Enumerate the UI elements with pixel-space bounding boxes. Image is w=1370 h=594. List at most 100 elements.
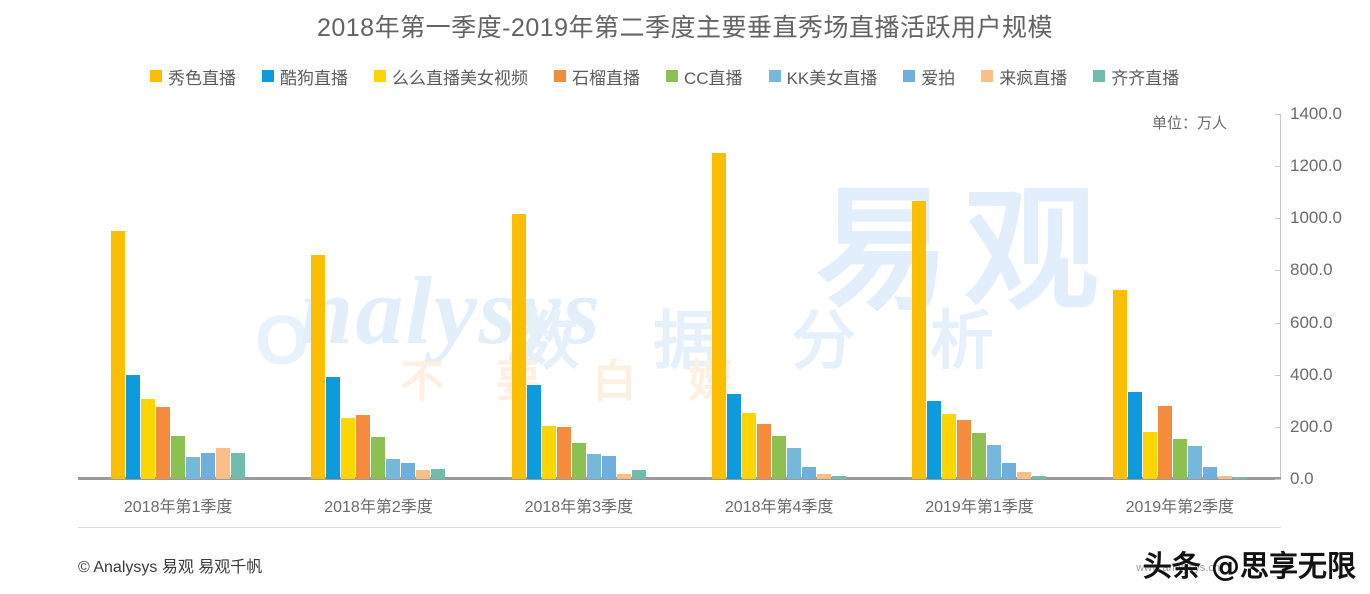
bar[interactable] bbox=[556, 426, 571, 479]
x-axis-tick-label: 2018年第4季度 bbox=[724, 499, 834, 516]
bar[interactable] bbox=[787, 447, 802, 479]
bar[interactable] bbox=[1002, 463, 1017, 479]
bar[interactable] bbox=[326, 377, 341, 479]
bar[interactable] bbox=[1157, 406, 1172, 479]
legend-item[interactable]: 来疯直播 bbox=[981, 64, 1067, 89]
bar[interactable] bbox=[817, 474, 832, 479]
x-axis-tick-label: 2018年第1季度 bbox=[123, 499, 233, 516]
bar[interactable] bbox=[1232, 476, 1247, 479]
bar[interactable] bbox=[186, 456, 201, 479]
bar[interactable] bbox=[1217, 475, 1232, 479]
legend-item[interactable]: 石榴直播 bbox=[554, 64, 640, 89]
legend-item-label: 石榴直播 bbox=[572, 68, 640, 88]
bar[interactable] bbox=[511, 214, 526, 479]
bar[interactable] bbox=[201, 452, 216, 479]
bar[interactable] bbox=[1202, 467, 1217, 479]
y-axis-tick bbox=[1275, 114, 1281, 115]
legend-item-label: 秀色直播 bbox=[168, 68, 236, 88]
bar[interactable] bbox=[1127, 391, 1142, 479]
bar[interactable] bbox=[356, 415, 371, 479]
y-axis-tick-label: 200.0 bbox=[1290, 416, 1333, 436]
bar[interactable] bbox=[171, 435, 186, 479]
y-axis-tick bbox=[1275, 374, 1281, 376]
bar[interactable] bbox=[987, 445, 1002, 479]
legend-item-label: CC直播 bbox=[684, 68, 743, 88]
bar[interactable] bbox=[912, 201, 927, 479]
bar[interactable] bbox=[111, 231, 126, 479]
bar[interactable] bbox=[1172, 438, 1187, 479]
bar-group bbox=[78, 114, 278, 479]
bar[interactable] bbox=[526, 385, 541, 479]
unit-label: 单位：万人 bbox=[1152, 115, 1228, 132]
bar[interactable] bbox=[541, 425, 556, 479]
bar[interactable] bbox=[431, 468, 446, 479]
x-axis-tick-label: 2018年第2季度 bbox=[324, 499, 433, 516]
legend-item-label: 爱拍 bbox=[921, 68, 956, 88]
legend-swatch-icon bbox=[768, 70, 781, 82]
bar[interactable] bbox=[772, 435, 787, 479]
legend-item-label: 来疯直播 bbox=[999, 68, 1068, 88]
legend-item[interactable]: 爱拍 bbox=[903, 64, 955, 89]
legend-item[interactable]: 秀色直播 bbox=[150, 64, 236, 89]
bar[interactable] bbox=[216, 447, 231, 479]
bar[interactable] bbox=[972, 433, 987, 479]
bar[interactable] bbox=[757, 424, 772, 479]
y-axis-tick bbox=[1275, 166, 1281, 168]
bar[interactable] bbox=[927, 400, 942, 479]
plot-area bbox=[78, 114, 1280, 479]
legend-swatch-icon bbox=[374, 70, 386, 82]
bar[interactable] bbox=[156, 407, 171, 479]
y-axis-tick-label: 800.0 bbox=[1290, 260, 1333, 280]
bar-group bbox=[679, 114, 879, 479]
bar[interactable] bbox=[416, 469, 431, 479]
y-axis-tick-label: 1400.0 bbox=[1290, 104, 1342, 123]
bar[interactable] bbox=[141, 399, 156, 479]
bar[interactable] bbox=[401, 463, 416, 479]
bar[interactable] bbox=[957, 420, 972, 479]
bar[interactable] bbox=[1032, 476, 1047, 479]
x-axis-tick-label: 2018年第3季度 bbox=[524, 499, 634, 516]
y-axis-tick-label: 1200.0 bbox=[1290, 156, 1342, 176]
footer-divider bbox=[78, 527, 1281, 528]
y-axis-tick-label: 400.0 bbox=[1290, 364, 1333, 384]
bar[interactable] bbox=[942, 413, 957, 479]
bar[interactable] bbox=[802, 467, 817, 479]
y-axis-tick bbox=[1275, 270, 1281, 272]
bar[interactable] bbox=[371, 437, 386, 479]
legend-item[interactable]: KK美女直播 bbox=[768, 64, 877, 89]
bar[interactable] bbox=[586, 454, 601, 479]
chart-legend: 秀色直播 酷狗直播 么么直播美女视频 石榴直播 CC直播 KK美女直播 爱拍 来疯直播 齐齐直播 bbox=[150, 63, 1360, 89]
x-axis-line bbox=[78, 477, 1281, 480]
bar[interactable] bbox=[1187, 446, 1202, 479]
bar[interactable] bbox=[571, 442, 586, 479]
page-title: 2018年第一季度-2019年第二季度主要垂直秀场直播活跃用户规模 bbox=[316, 14, 1054, 42]
bar[interactable] bbox=[341, 417, 356, 479]
y-axis-tick bbox=[1275, 426, 1281, 428]
bar[interactable] bbox=[631, 469, 646, 479]
legend-item[interactable]: 么么直播美女视频 bbox=[374, 64, 528, 89]
legend-swatch-icon bbox=[666, 70, 678, 82]
legend-item-label: 么么直播美女视频 bbox=[392, 68, 528, 88]
bar[interactable] bbox=[231, 452, 246, 479]
bar-group bbox=[879, 114, 1079, 479]
bar[interactable] bbox=[1112, 289, 1127, 479]
legend-item[interactable]: 齐齐直播 bbox=[1093, 64, 1179, 89]
bar[interactable] bbox=[126, 374, 141, 479]
bar[interactable] bbox=[386, 459, 401, 479]
bar[interactable] bbox=[712, 153, 727, 479]
bar[interactable] bbox=[727, 394, 742, 479]
bar-group bbox=[479, 114, 679, 479]
y-axis-tick bbox=[1275, 322, 1281, 324]
bar[interactable] bbox=[311, 254, 326, 479]
bar[interactable] bbox=[1142, 432, 1157, 479]
bar[interactable] bbox=[742, 412, 757, 479]
bar[interactable] bbox=[1017, 472, 1032, 479]
y-axis-line bbox=[1280, 114, 1281, 479]
bar[interactable] bbox=[601, 455, 616, 479]
legend-item[interactable]: CC直播 bbox=[666, 64, 743, 89]
bar[interactable] bbox=[832, 475, 847, 479]
bar[interactable] bbox=[616, 473, 631, 479]
x-axis-tick-label: 2019年第1季度 bbox=[925, 499, 1034, 516]
legend-item[interactable]: 酷狗直播 bbox=[262, 64, 348, 89]
